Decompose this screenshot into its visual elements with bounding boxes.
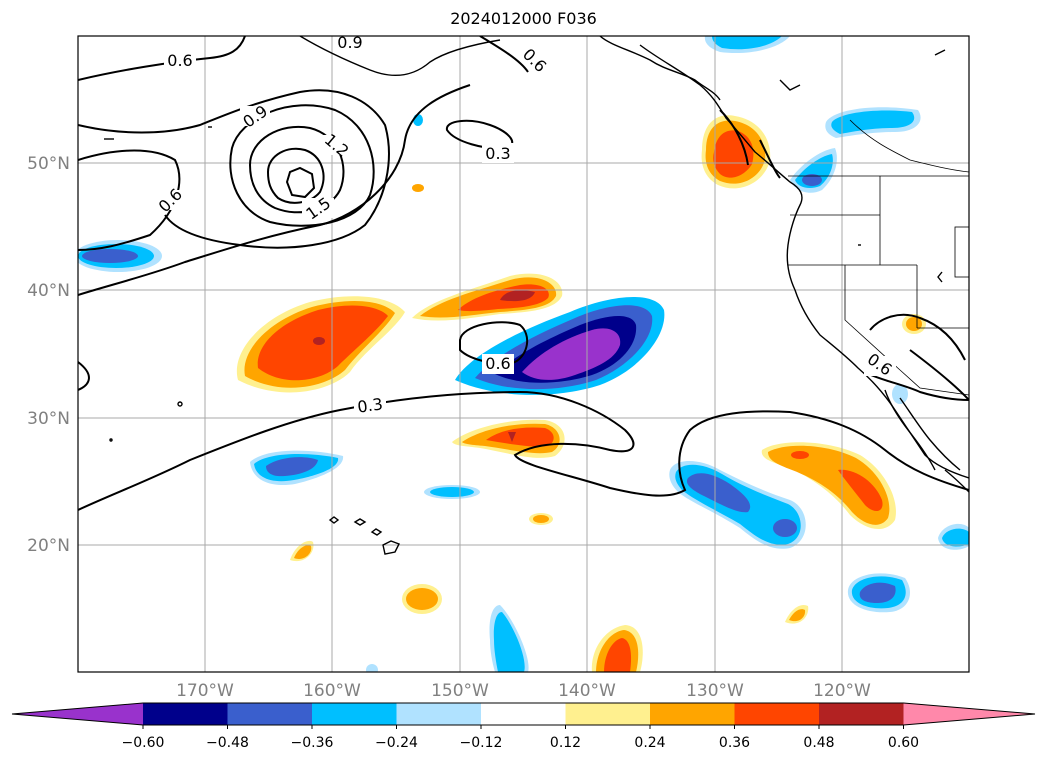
latitude-axis: 50°N 40°N 30°N 20°N — [27, 154, 70, 556]
colorbar-tick-label: −0.60 — [122, 735, 165, 751]
lon-label: 170°W — [176, 681, 234, 701]
colorbar-extend-min — [12, 703, 143, 725]
colorbar-segment — [734, 703, 820, 725]
contour-label: 0.6 — [167, 51, 192, 70]
negative-blob-baja — [892, 384, 908, 404]
colorbar-tick-label: −0.48 — [206, 735, 249, 751]
colorbar-tick-label: −0.12 — [460, 735, 503, 751]
colorbar-tick-label: −0.24 — [375, 735, 418, 751]
longitude-axis: 170°W 160°W 150°W 140°W 130°W 120°W — [176, 681, 871, 701]
positive-blob-28n — [452, 419, 565, 458]
colorbar-segment — [312, 703, 397, 725]
lat-label: 20°N — [27, 536, 70, 556]
plot-frame — [77, 35, 970, 673]
graticule — [78, 36, 969, 672]
positive-blob-north-147w — [412, 273, 563, 321]
contour-label: 0.3 — [356, 394, 384, 416]
colorbar-tick-label: 0.36 — [719, 735, 750, 751]
positive-blob-160w — [236, 296, 405, 393]
colorbar-tick-label: 0.60 — [888, 735, 919, 751]
colorbar-segment — [650, 703, 735, 725]
political-boundaries — [788, 119, 969, 396]
negative-blob-small-23n — [424, 485, 480, 499]
lat-label: 50°N — [27, 154, 70, 174]
contour-label: 0.3 — [485, 144, 510, 163]
lat-label: 30°N — [27, 409, 70, 429]
colorbar-segment — [227, 703, 313, 725]
colorbar-segment — [143, 703, 228, 725]
positive-blob-tiny — [412, 184, 424, 192]
colorbar-segment — [396, 703, 482, 725]
colorbar-tick-label: 0.24 — [634, 735, 665, 751]
lat-label: 40°N — [27, 281, 70, 301]
colorbar-segment — [565, 703, 651, 725]
lon-label: 150°W — [431, 681, 489, 701]
negative-blob-24n-130w — [669, 461, 806, 549]
colorbar-segment — [481, 703, 566, 725]
lon-label: 140°W — [558, 681, 616, 701]
colorbar-tick-label: −0.36 — [291, 735, 334, 751]
contour-lines — [78, 36, 969, 511]
lon-label: 130°W — [686, 681, 744, 701]
colorbar-extend-max — [903, 703, 1035, 725]
contour-label: 0.9 — [337, 33, 362, 52]
negative-blob-26n — [250, 450, 344, 486]
colorbar: −0.60 −0.48 −0.36 −0.24 −0.12 0.12 0.24 0.36 0.4… — [11, 702, 1036, 751]
colorbar-tick-label: 0.12 — [550, 735, 581, 751]
lon-label: 160°W — [303, 681, 361, 701]
contour-label: 0.6 — [485, 354, 510, 373]
map-title: 2024012000 F036 — [450, 9, 597, 28]
negative-blob-15n — [847, 573, 910, 613]
lon-label: 120°W — [813, 681, 871, 701]
positive-blob-25n-122w — [761, 442, 896, 530]
colorbar-segment — [819, 703, 904, 725]
negative-blob-tiny — [413, 114, 423, 126]
colorbar-tick-label: 0.48 — [803, 735, 834, 751]
contour-label-group: 0.6 0.9 0.6 0.9 1.2 1.5 0.6 0.3 0.6 0.3 … — [154, 33, 896, 417]
map-plot-area: 0.6 0.9 0.6 0.9 1.2 1.5 0.6 0.3 0.6 0.3 … — [78, 33, 969, 672]
